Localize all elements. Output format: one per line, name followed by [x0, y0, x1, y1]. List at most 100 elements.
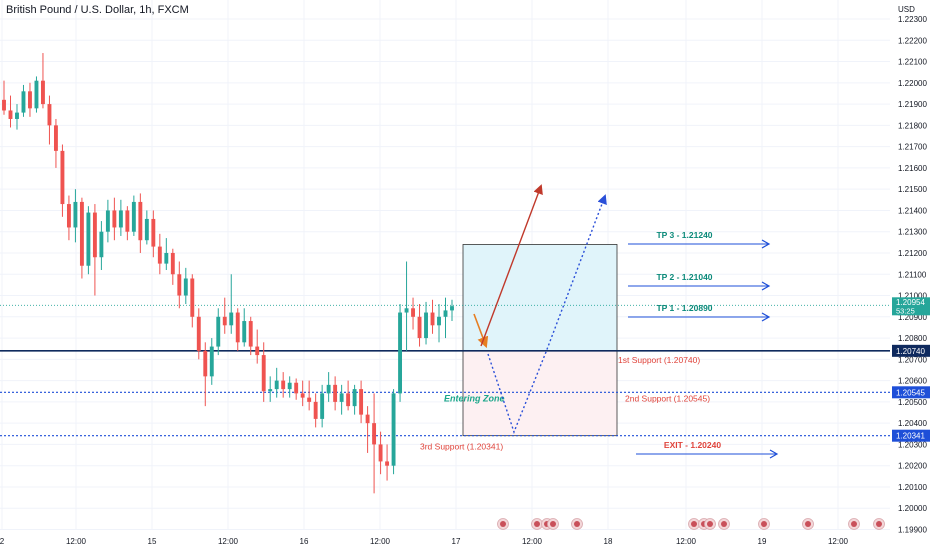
candle-body [2, 99, 6, 111]
x-tick-label: 12:00 [370, 537, 391, 546]
y-tick-label: 1.20900 [898, 313, 927, 322]
y-tick-label: 1.22200 [898, 36, 927, 45]
y-tick-label: 1.22000 [898, 79, 927, 88]
candle-body [92, 212, 97, 258]
candle-body [326, 384, 331, 394]
y-tick-label: 1.21500 [898, 185, 927, 194]
event-flag-icon [873, 518, 885, 530]
chart-title: British Pound / U.S. Dollar, 1h, FXCM [6, 4, 189, 16]
price-axis: USD 1.22300 1.22200 1.22100 1.22000 1.21900 1… [898, 5, 927, 535]
y-tick-label: 1.21300 [898, 228, 927, 237]
x-tick-label: 12:00 [66, 537, 87, 546]
candle-body [430, 312, 435, 326]
candle-body [229, 312, 234, 326]
x-tick-label: 19 [758, 537, 767, 546]
candle-body [196, 316, 201, 351]
event-flag-icon [718, 518, 730, 530]
projection-arrows [473, 184, 607, 435]
candle-body [242, 321, 247, 343]
candle-body [47, 104, 52, 126]
candle-body [190, 278, 195, 317]
level-price-tag-bg [892, 344, 930, 357]
alternate-bullish-arrow [487, 194, 607, 435]
candle-body [8, 110, 13, 119]
y-tick-label: 1.21700 [898, 143, 927, 152]
candle-body [79, 201, 84, 266]
candle-body [131, 201, 136, 232]
y-tick-label: 1.21800 [898, 121, 927, 130]
candle-body [183, 278, 188, 296]
event-flag-icon [802, 518, 814, 530]
y-tick-label: 1.20700 [898, 355, 927, 364]
candle-body [365, 414, 370, 424]
y-tick-label: 1.20800 [898, 334, 927, 343]
direct-bullish-arrow [480, 184, 543, 347]
y-tick-label: 1.20600 [898, 377, 927, 386]
candle-body [41, 80, 45, 105]
candle-body [15, 112, 19, 119]
candle-body [157, 246, 162, 264]
candle-body [73, 201, 78, 228]
candle-body [34, 80, 39, 109]
level-price-tag-bg [892, 429, 930, 442]
candle-body [151, 218, 156, 247]
candle-body [404, 308, 409, 313]
current-price-tag: 1.20954 [896, 298, 925, 307]
y-tick-label: 1.21600 [898, 164, 927, 173]
entry-zone [462, 350, 618, 437]
candle-body [378, 444, 383, 462]
y-tick-label: 1.22100 [898, 58, 927, 67]
take-profit-label: TP 3 - 1.21240 [656, 230, 712, 240]
event-flag-icon [704, 518, 716, 530]
candle-body [443, 310, 448, 317]
candle-body [144, 218, 149, 241]
candle-body [424, 312, 428, 339]
candle-body [417, 316, 422, 339]
candle-body [339, 393, 344, 402]
candle-body [177, 274, 182, 296]
candle-body [138, 201, 143, 241]
y-tick-label: 1.20000 [898, 504, 927, 513]
event-flag-icon [688, 518, 700, 530]
x-tick-label: 12:00 [522, 537, 543, 546]
level-price-tag: 1.20545 [896, 388, 925, 397]
x-tick-label: 12:00 [676, 537, 697, 546]
y-tick-label: 1.21000 [898, 292, 927, 301]
level-price-tag: 1.20341 [896, 432, 925, 441]
y-tick-label: 1.19900 [898, 526, 927, 535]
x-tick-label: 12:00 [828, 537, 849, 546]
y-tick-label: 1.20100 [898, 483, 927, 492]
exit-label: EXIT - 1.20240 [664, 440, 721, 450]
candle-body [112, 210, 117, 228]
candle-body [99, 231, 104, 258]
candle-body [170, 252, 175, 275]
target-arrow-head [761, 312, 771, 322]
candle-body [248, 321, 253, 347]
y-tick-label: 1.21900 [898, 100, 927, 109]
y-tick-label: 1.21200 [898, 249, 927, 258]
support-label: 2nd Support (1.20545) [625, 393, 710, 403]
level-price-tag-bg [892, 386, 930, 399]
candle-body [105, 210, 110, 232]
event-flag-icon [758, 518, 770, 530]
candle-body [320, 393, 325, 419]
candle-body [307, 397, 312, 402]
candle-body [274, 380, 279, 390]
candle-body [53, 125, 58, 151]
candle-body [60, 150, 65, 205]
candle-body [28, 91, 32, 109]
candle-body [118, 210, 123, 228]
x-tick-label: 2 [0, 537, 5, 546]
target-arrow-head [761, 239, 771, 249]
candle-body [235, 312, 240, 343]
pullback-arrow [473, 313, 489, 349]
candle-body [164, 252, 169, 264]
candle-body [450, 306, 454, 311]
y-tick-label: 1.20200 [898, 462, 927, 471]
entering-zone-label: Entering Zone [444, 393, 505, 403]
time-axis: 2 12:00 15 12:00 16 12:00 17 12:00 18 12:00 19 12:0… [0, 537, 849, 546]
event-flag-icon [571, 518, 583, 530]
event-flag-icon [848, 518, 860, 530]
